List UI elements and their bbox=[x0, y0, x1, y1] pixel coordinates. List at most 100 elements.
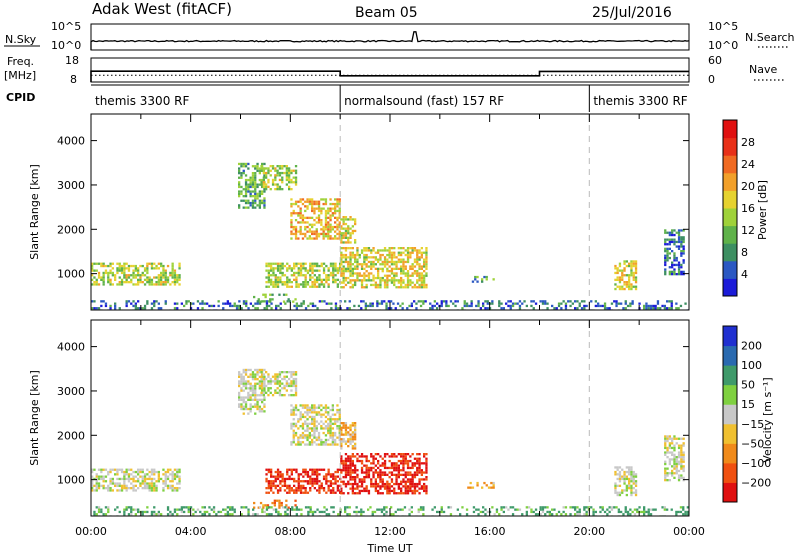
frequency-series bbox=[90, 70, 689, 82]
velocity-ytick-label: 3000 bbox=[57, 385, 85, 398]
velocity-echo-region-3 bbox=[290, 404, 341, 446]
velocity-colorbar-tick: −15 bbox=[741, 418, 764, 431]
power-echo-region-8 bbox=[471, 275, 495, 283]
power-echo-region-7 bbox=[340, 247, 428, 289]
velocity-echo-region-6 bbox=[265, 468, 342, 494]
freq-strip: Freq. [MHz] 18 8 60 0 Nave bbox=[4, 54, 784, 86]
cpid-strip: CPID themis 3300 RF normalsound (fast) 15… bbox=[6, 84, 689, 112]
x-axis-ticks: 00:00 04:00 08:00 12:00 16:00 20:00 00:00 bbox=[75, 525, 705, 538]
velocity-colorbar-tick: −50 bbox=[741, 437, 764, 450]
power-colorbar-tick: 12 bbox=[741, 224, 755, 237]
power-colorbar-swatch bbox=[723, 172, 737, 191]
nsearch-label: N.Search bbox=[745, 31, 795, 44]
nsky-label: N.Sky bbox=[5, 33, 37, 46]
beam-label: Beam 05 bbox=[355, 5, 418, 21]
velocity-colorbar-swatch bbox=[723, 443, 737, 464]
power-echo-region-0 bbox=[91, 262, 181, 286]
x-tick-label: 08:00 bbox=[274, 525, 306, 538]
power-echo-region-3 bbox=[290, 198, 341, 240]
velocity-colorbar-tick: −200 bbox=[741, 476, 771, 489]
velocity-colorbar-tick: 15 bbox=[741, 398, 755, 411]
velocity-colorbar-swatch bbox=[723, 462, 737, 483]
velocity-colorbar-swatch bbox=[723, 345, 737, 366]
freq-label: Freq. bbox=[7, 55, 34, 68]
velocity-colorbar-frame bbox=[722, 325, 738, 503]
x-tick-label: 00:00 bbox=[75, 525, 107, 538]
x-tick-label: 20:00 bbox=[573, 525, 605, 538]
power-colorbar-tick: 8 bbox=[741, 246, 748, 259]
velocity-colorbar-swatch bbox=[723, 384, 737, 405]
velocity-echo-region-4 bbox=[340, 422, 357, 450]
velocity-echo-region-10 bbox=[664, 435, 685, 482]
power-colorbar-swatch bbox=[723, 155, 737, 174]
velocity-ytick-label: 4000 bbox=[57, 341, 85, 354]
velocity-colorbar-swatch bbox=[723, 404, 737, 425]
power-colorbar-swatch bbox=[723, 243, 737, 262]
nsky-tick-bottom: 10^0 bbox=[51, 39, 81, 52]
velocity-colorbar-swatch bbox=[723, 423, 737, 444]
velocity-colorbar-tick: −100 bbox=[741, 457, 771, 470]
power-echo-region-4 bbox=[340, 216, 357, 244]
cpid-segment-label-1: normalsound (fast) 157 RF bbox=[344, 94, 504, 108]
power-colorbar-swatch bbox=[723, 190, 737, 209]
nave-tick-top: 60 bbox=[708, 54, 722, 67]
power-ytick-label: 2000 bbox=[57, 223, 85, 236]
freq-tick-top: 18 bbox=[65, 54, 79, 67]
velocity-echo-region-9 bbox=[614, 466, 638, 497]
velocity-echo-region-2 bbox=[260, 371, 298, 397]
power-ytick-label: 1000 bbox=[57, 268, 85, 281]
power-colorbar-swatch bbox=[723, 208, 737, 227]
velocity-echo-region-0 bbox=[91, 468, 181, 492]
velocity-colorbar-tick: 50 bbox=[741, 379, 755, 392]
x-tick-label: 00:00 bbox=[673, 525, 705, 538]
velocity-colorbar-tick: 100 bbox=[741, 359, 762, 372]
x-tick-label: 04:00 bbox=[175, 525, 207, 538]
power-panel: 1000 2000 3000 4000 Slant Range [km] 4 8 12 16… bbox=[28, 113, 769, 311]
power-echo-region-10 bbox=[664, 229, 685, 276]
power-echo-region-6 bbox=[265, 262, 342, 288]
power-colorbar-frame bbox=[722, 119, 738, 297]
velocity-colorbar-swatch bbox=[723, 482, 737, 503]
velocity-colorbar-swatch bbox=[723, 326, 737, 347]
velocity-ytick-label: 1000 bbox=[57, 474, 85, 487]
station-title: Adak West (fitACF) bbox=[92, 0, 232, 18]
cpid-segment-label-0: themis 3300 RF bbox=[95, 94, 189, 108]
velocity-panel: 1000 2000 3000 4000 Slant Range [km] 200 100… bbox=[28, 319, 774, 517]
nsky-strip: N.Sky 10^5 10^0 10^5 10^0 N.Search bbox=[4, 20, 795, 52]
power-colorbar-swatch bbox=[723, 278, 737, 297]
x-axis-label: Time UT bbox=[366, 542, 412, 554]
x-tick-label: 16:00 bbox=[474, 525, 506, 538]
velocity-colorbar-tick: 200 bbox=[741, 340, 762, 353]
nsky-tick-top: 10^5 bbox=[51, 20, 81, 33]
power-colorbar-swatch bbox=[723, 225, 737, 244]
power-ytick-label: 3000 bbox=[57, 179, 85, 192]
power-colorbar-swatch bbox=[723, 137, 737, 156]
freq-tick-bottom: 8 bbox=[70, 73, 77, 86]
power-colorbar-tick: 4 bbox=[741, 268, 748, 281]
nsearch-tick-top: 10^5 bbox=[708, 20, 738, 33]
nsearch-tick-bottom: 10^0 bbox=[708, 39, 738, 52]
power-echo-region-2 bbox=[260, 165, 298, 191]
power-echo-region-9 bbox=[614, 260, 638, 291]
velocity-colorbar-swatch bbox=[723, 365, 737, 386]
power-colorbar-tick: 28 bbox=[741, 136, 755, 149]
freq-unit: [MHz] bbox=[4, 69, 36, 82]
velocity-ylabel: Slant Range [km] bbox=[28, 370, 41, 466]
velocity-echo-region-8 bbox=[467, 481, 495, 489]
power-colorbar-tick: 24 bbox=[741, 158, 755, 171]
x-tick-label: 12:00 bbox=[374, 525, 406, 538]
cpid-label: CPID bbox=[6, 91, 35, 104]
power-ylabel: Slant Range [km] bbox=[28, 164, 41, 260]
power-colorbar-swatch bbox=[723, 120, 737, 139]
power-colorbar-swatch bbox=[723, 260, 737, 279]
nave-tick-bottom: 0 bbox=[708, 73, 715, 86]
power-colorbar-tick: 16 bbox=[741, 202, 755, 215]
nave-label: Nave bbox=[749, 63, 777, 76]
date-label: 25/Jul/2016 bbox=[592, 5, 672, 21]
nsky-series bbox=[90, 31, 690, 50]
power-colorbar-tick: 20 bbox=[741, 180, 755, 193]
power-colorbar-title: Power [dB] bbox=[756, 180, 769, 240]
velocity-colorbar-title: Velocity [m s⁻¹] bbox=[761, 377, 774, 462]
velocity-echo-region-7 bbox=[340, 453, 428, 495]
